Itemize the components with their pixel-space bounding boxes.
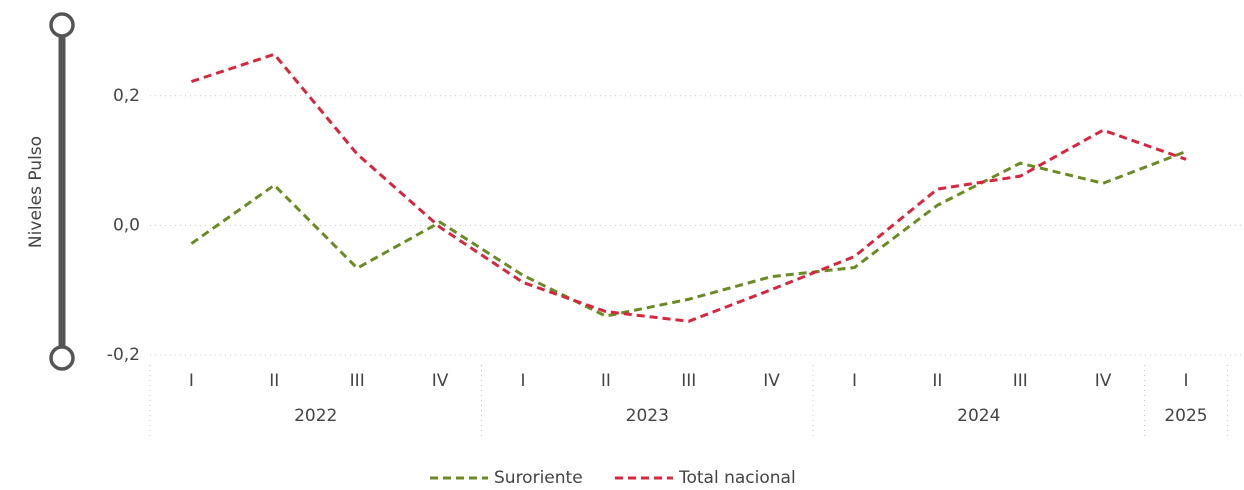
legend-label: Suroriente bbox=[494, 468, 583, 488]
x-tick-label: IV bbox=[432, 371, 449, 391]
legend-label: Total nacional bbox=[678, 468, 796, 488]
x-tick-label: I bbox=[520, 371, 525, 391]
x-tick-label: III bbox=[350, 371, 365, 391]
x-tick-label: IV bbox=[1095, 371, 1112, 391]
x-tick-label: II bbox=[601, 371, 611, 391]
x-tick-label: I bbox=[189, 371, 194, 391]
x-group-label: 2024 bbox=[957, 406, 1000, 426]
x-group-label: 2025 bbox=[1164, 406, 1207, 426]
x-tick-label: II bbox=[269, 371, 279, 391]
y-tick-label: 0,2 bbox=[113, 86, 140, 106]
y-tick-label: -0,2 bbox=[107, 345, 140, 365]
x-group-label: 2022 bbox=[294, 406, 337, 426]
x-group-label: 2023 bbox=[626, 406, 669, 426]
x-tick-label: I bbox=[1183, 371, 1188, 391]
y-axis-slider bbox=[49, 12, 75, 371]
y-axis-label: Niveles Pulso bbox=[26, 136, 46, 248]
series-line bbox=[190, 150, 1187, 318]
y-tick-label: 0,0 bbox=[113, 215, 140, 235]
x-tick-label: II bbox=[932, 371, 942, 391]
x-tick-label: III bbox=[681, 371, 696, 391]
x-tick-label: III bbox=[1013, 371, 1028, 391]
series-line bbox=[190, 52, 1187, 323]
x-tick-label: IV bbox=[763, 371, 780, 391]
x-tick-label: I bbox=[852, 371, 857, 391]
